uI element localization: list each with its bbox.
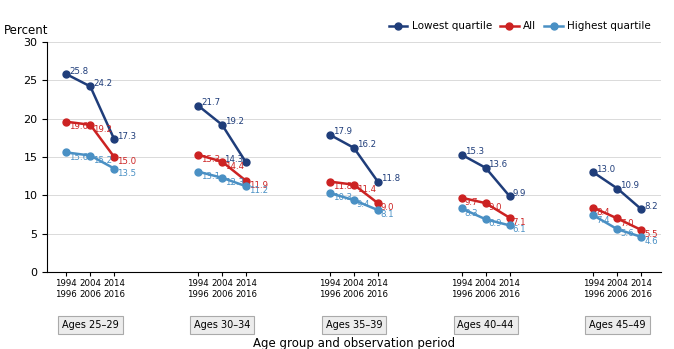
Text: 14.3: 14.3 [224, 155, 243, 164]
Text: 9.4: 9.4 [357, 200, 370, 209]
Text: 13.1: 13.1 [201, 172, 220, 181]
Text: 4.6: 4.6 [644, 237, 658, 246]
Text: 15.0: 15.0 [117, 157, 136, 166]
Text: 11.8: 11.8 [381, 174, 400, 183]
Text: Ages 40–44: Ages 40–44 [458, 320, 514, 330]
Text: 19.2: 19.2 [225, 117, 244, 126]
Text: 9.0: 9.0 [381, 203, 394, 212]
Text: 19.2: 19.2 [93, 125, 112, 134]
Text: 12.3: 12.3 [225, 178, 244, 187]
Text: 9.0: 9.0 [489, 203, 502, 212]
Text: 9.7: 9.7 [464, 198, 478, 207]
Text: 5.5: 5.5 [644, 230, 658, 239]
Text: 24.2: 24.2 [93, 79, 113, 88]
Text: 11.8: 11.8 [333, 182, 352, 191]
Text: 19.6: 19.6 [69, 122, 88, 131]
Text: 15.6: 15.6 [69, 153, 88, 162]
Text: 17.9: 17.9 [333, 127, 352, 136]
Text: 6.9: 6.9 [489, 220, 502, 228]
Text: 7.4: 7.4 [596, 216, 610, 224]
Text: 10.9: 10.9 [620, 181, 639, 190]
Text: 11.9: 11.9 [249, 181, 268, 190]
Text: 13.0: 13.0 [596, 165, 615, 174]
Text: 5.6: 5.6 [620, 229, 634, 238]
Text: 11.4: 11.4 [357, 185, 376, 194]
Legend: Lowest quartile, All, Highest quartile: Lowest quartile, All, Highest quartile [384, 17, 655, 36]
Text: 9.9: 9.9 [512, 189, 526, 198]
Text: 15.2: 15.2 [93, 156, 113, 165]
Text: 25.8: 25.8 [69, 67, 88, 75]
Text: 15.3: 15.3 [464, 147, 484, 156]
Text: 21.7: 21.7 [201, 98, 220, 107]
X-axis label: Age group and observation period: Age group and observation period [253, 337, 455, 349]
Text: 13.6: 13.6 [489, 160, 508, 169]
Text: Ages 25–29: Ages 25–29 [62, 320, 119, 330]
Text: Ages 45–49: Ages 45–49 [589, 320, 646, 330]
Text: 10.3: 10.3 [333, 193, 352, 202]
Text: 7.0: 7.0 [620, 218, 634, 228]
Text: Ages 35–39: Ages 35–39 [326, 320, 382, 330]
Text: 17.3: 17.3 [117, 132, 136, 141]
Text: 8.2: 8.2 [644, 202, 658, 211]
Text: 8.3: 8.3 [464, 209, 478, 217]
Text: Percent: Percent [4, 24, 49, 37]
Text: 16.2: 16.2 [357, 140, 376, 149]
Text: 7.1: 7.1 [512, 218, 526, 227]
Text: 11.2: 11.2 [249, 186, 268, 195]
Text: 13.5: 13.5 [117, 169, 136, 178]
Text: 8.4: 8.4 [596, 208, 610, 217]
Text: 14.4: 14.4 [225, 162, 244, 171]
Text: Ages 30–34: Ages 30–34 [194, 320, 250, 330]
Text: 15.3: 15.3 [201, 155, 220, 164]
Text: 6.1: 6.1 [512, 225, 526, 235]
Text: 8.1: 8.1 [381, 210, 394, 219]
